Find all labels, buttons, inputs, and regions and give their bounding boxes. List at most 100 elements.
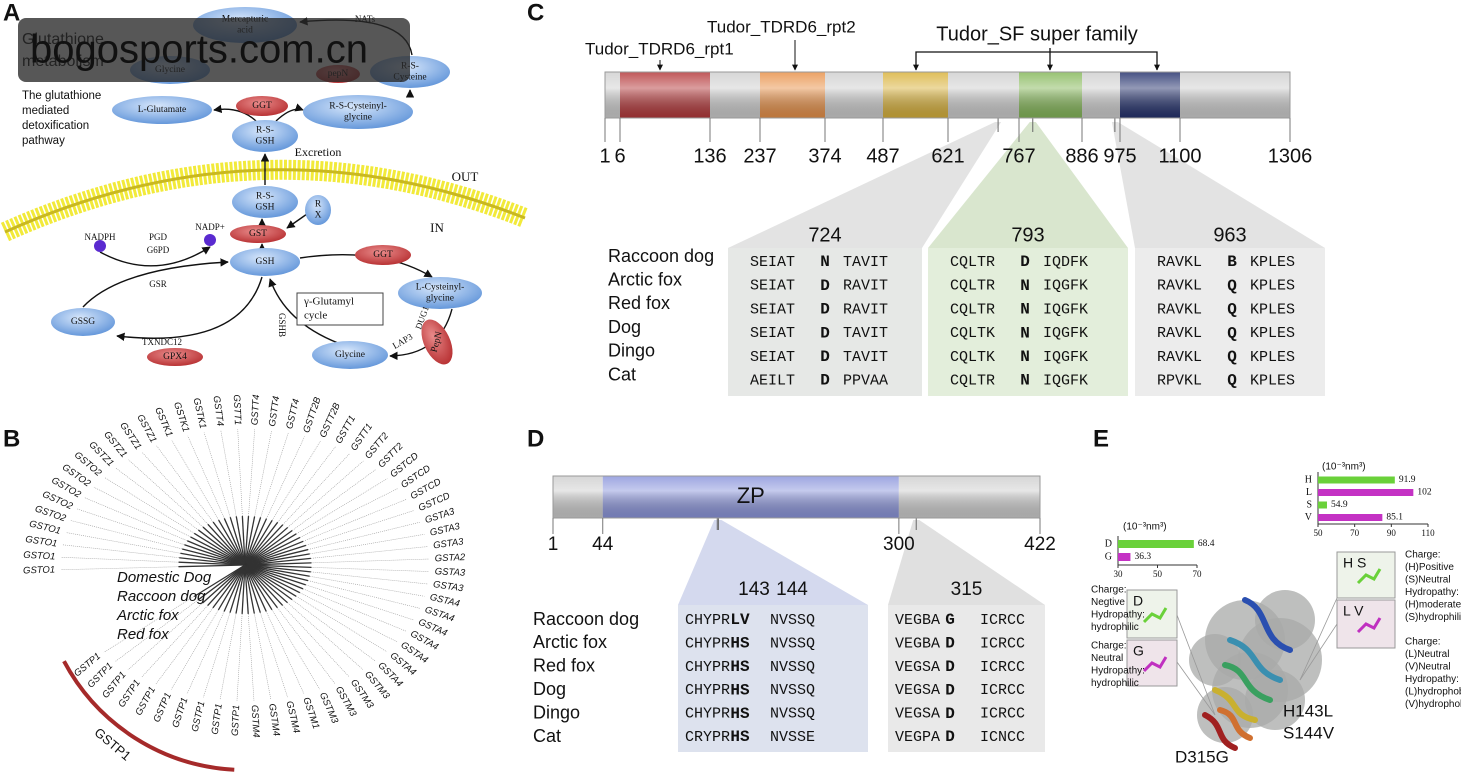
residue-stick	[1356, 568, 1382, 585]
node-label: L-Glutamate	[138, 105, 187, 115]
residues: NVSSQ	[770, 706, 815, 723]
position-label: 1	[599, 145, 610, 167]
inset-leader	[1299, 597, 1338, 681]
residues: VEGBA	[895, 635, 940, 652]
branch	[180, 552, 246, 566]
annotation: hydrophilic	[1091, 622, 1139, 633]
legend-entry: Raccoon dog	[117, 588, 206, 605]
inset-label: H S	[1343, 555, 1366, 571]
cycle-box	[296, 292, 384, 326]
branch	[244, 553, 310, 566]
x-tick-label: 70	[1350, 528, 1360, 538]
branch	[207, 564, 246, 606]
residues: IQGFK	[1043, 349, 1088, 366]
site-residue: B	[1227, 253, 1237, 271]
branch	[287, 602, 364, 670]
node-label: Glycine	[335, 350, 365, 360]
annotation: (L)hydrophobic	[1405, 687, 1461, 698]
alignment-box	[678, 605, 868, 752]
residues: RAVIT	[843, 301, 888, 318]
pathway-label: PGD	[149, 232, 168, 242]
residues: KPLES	[1250, 372, 1295, 389]
inset-label: D	[1133, 593, 1143, 609]
residues: RAVKL	[1157, 349, 1202, 366]
residue-stick	[1356, 617, 1382, 634]
residues: TAVIT	[843, 325, 888, 342]
leaf-label: GSTP1	[210, 703, 225, 735]
branch	[77, 508, 185, 546]
zoom-wedge	[1111, 122, 1325, 248]
bar-shine	[552, 475, 1041, 519]
residues: TAVIT	[843, 254, 888, 271]
branch	[309, 575, 425, 597]
protein-surface	[1189, 634, 1241, 686]
site-residue: G	[945, 611, 955, 629]
node	[398, 277, 482, 309]
node-label: glycine	[344, 113, 372, 123]
panel-label: A	[3, 0, 20, 26]
site-residue: D	[945, 728, 955, 746]
branch	[193, 564, 246, 598]
branch	[203, 612, 231, 698]
caption-line: The glutathione	[22, 90, 101, 102]
branch	[219, 613, 237, 700]
leaf-label: GSTP1	[170, 696, 190, 729]
bar	[1118, 553, 1131, 561]
zoom-wedge	[678, 520, 868, 605]
site-residue: Q	[1227, 324, 1237, 342]
branch	[127, 602, 203, 671]
node	[232, 186, 298, 218]
annotation: Hydropathy:	[1091, 610, 1145, 621]
pathway-label: Excretion	[295, 145, 342, 159]
branch	[244, 516, 256, 566]
chart-unit: (10⁻³nm³)	[1322, 462, 1366, 473]
pathway-label: OUT	[452, 169, 479, 184]
branch	[271, 609, 320, 690]
branch	[60, 566, 179, 571]
site-residue: N	[1020, 372, 1030, 390]
pathway-label: GSR	[149, 279, 167, 289]
residues: TAVIT	[843, 349, 888, 366]
position-label: 1306	[1268, 145, 1313, 167]
category-label: D	[1105, 538, 1112, 549]
value-label: 102	[1417, 488, 1432, 498]
alignment-box	[1135, 248, 1325, 396]
branch	[244, 564, 267, 612]
residues: VEGSA	[895, 659, 940, 676]
pathway-label: TXNDC12	[142, 337, 182, 347]
position-label: 374	[808, 145, 841, 167]
site-residue: D	[820, 301, 830, 319]
residues: CHYPR	[685, 659, 730, 676]
protein-ribbon	[1242, 597, 1293, 653]
site-residue: D	[945, 681, 955, 699]
leaf-label: GSTP1	[190, 700, 208, 733]
site-residue: N	[1020, 348, 1030, 366]
branch	[235, 564, 246, 614]
annotation: (H)Positive	[1405, 562, 1454, 573]
residue-stick	[1142, 656, 1168, 673]
position-label: 767	[1002, 145, 1035, 167]
branch	[202, 564, 246, 604]
branch	[171, 440, 219, 521]
category-label: G	[1105, 551, 1112, 562]
site-residue: D	[820, 348, 830, 366]
branch	[244, 564, 273, 611]
branch	[308, 521, 420, 550]
branch	[310, 571, 428, 585]
position-label: 6	[614, 145, 625, 167]
species-label: Red fox	[608, 293, 670, 313]
panel-label: B	[3, 425, 20, 452]
inset-leader	[1176, 614, 1216, 716]
node-label: glycine	[426, 294, 454, 304]
branch	[244, 518, 268, 566]
node-label: GSH	[255, 137, 274, 147]
node-label: GGT	[373, 250, 393, 260]
leaf-label: GSTA2	[435, 552, 467, 564]
branch	[104, 477, 195, 534]
leaf-label: GSTT4	[250, 394, 263, 425]
branch	[244, 564, 311, 573]
node	[312, 341, 388, 369]
residues: VEGSA	[895, 682, 940, 699]
residues: RAVKL	[1157, 301, 1202, 318]
caption-line: detoxification	[22, 120, 89, 132]
